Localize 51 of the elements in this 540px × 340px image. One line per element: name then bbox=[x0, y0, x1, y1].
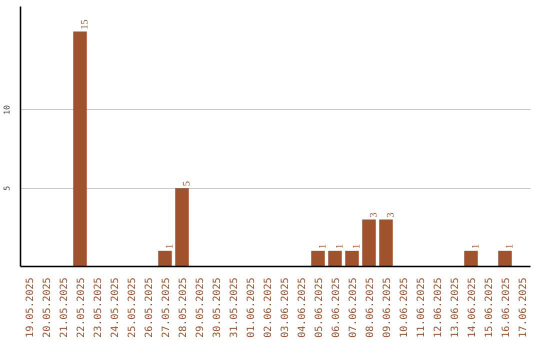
bar bbox=[328, 250, 342, 266]
x-tick-label: 02.06.2025 bbox=[263, 277, 274, 338]
data-label: 1 bbox=[334, 244, 346, 249]
x-tick-label: 09.06.2025 bbox=[382, 277, 393, 338]
bar bbox=[464, 250, 478, 266]
bar bbox=[158, 250, 172, 266]
bar bbox=[379, 220, 393, 266]
x-tick-label: 19.05.2025 bbox=[25, 277, 36, 338]
bar bbox=[311, 250, 325, 266]
x-tick-label: 20.05.2025 bbox=[42, 277, 53, 338]
x-tick-label: 08.06.2025 bbox=[365, 277, 376, 338]
x-tick-label: 25.05.2025 bbox=[127, 277, 138, 338]
x-tick-label: 04.06.2025 bbox=[297, 277, 308, 338]
bar bbox=[73, 32, 87, 266]
x-tick-label: 31.05.2025 bbox=[229, 277, 240, 338]
x-tick-label: 29.05.2025 bbox=[195, 277, 206, 338]
y-tick-label: 10 bbox=[2, 104, 12, 115]
x-tick-label: 21.05.2025 bbox=[59, 277, 70, 338]
data-label: 1 bbox=[352, 244, 362, 249]
x-tick-label: 16.06.2025 bbox=[501, 277, 512, 338]
x-tick-label: 13.06.2025 bbox=[450, 277, 461, 338]
x-tick-label: 03.06.2025 bbox=[280, 277, 291, 338]
x-tick-label: 24.05.2025 bbox=[110, 277, 121, 338]
bar bbox=[362, 220, 376, 266]
x-tick-label: 28.05.2025 bbox=[178, 277, 189, 338]
data-label: 1 bbox=[470, 244, 482, 249]
x-tick-label: 15.06.2025 bbox=[484, 277, 495, 338]
bar bbox=[498, 250, 512, 266]
x-tick-label: 11.06.2025 bbox=[416, 277, 427, 338]
x-tick-label: 10.06.2025 bbox=[399, 277, 410, 338]
x-tick-label: 07.06.2025 bbox=[348, 277, 359, 338]
x-tick-label: 06.06.2025 bbox=[331, 277, 342, 338]
data-label: 1 bbox=[164, 244, 176, 249]
data-label: 1 bbox=[318, 244, 328, 249]
data-label: 5 bbox=[182, 181, 192, 186]
data-label: 15 bbox=[80, 20, 90, 30]
x-tick-label: 26.05.2025 bbox=[144, 277, 155, 338]
bar bbox=[345, 250, 359, 266]
bar bbox=[175, 188, 189, 266]
x-tick-label: 01.06.2025 bbox=[246, 277, 257, 338]
data-label: 3 bbox=[368, 212, 380, 218]
x-tick-label: 23.05.2025 bbox=[93, 277, 104, 338]
x-tick-label: 14.06.2025 bbox=[467, 277, 478, 338]
x-tick-label: 05.06.2025 bbox=[314, 277, 325, 338]
x-tick-label: 27.05.2025 bbox=[161, 277, 172, 338]
data-label: 1 bbox=[504, 244, 516, 249]
x-tick-label: 22.05.2025 bbox=[76, 277, 87, 338]
data-label: 3 bbox=[386, 212, 396, 218]
x-tick-label: 17.06.2025 bbox=[518, 277, 529, 338]
x-tick-label: 30.05.2025 bbox=[212, 277, 223, 338]
x-tick-label: 12.06.2025 bbox=[433, 277, 444, 338]
